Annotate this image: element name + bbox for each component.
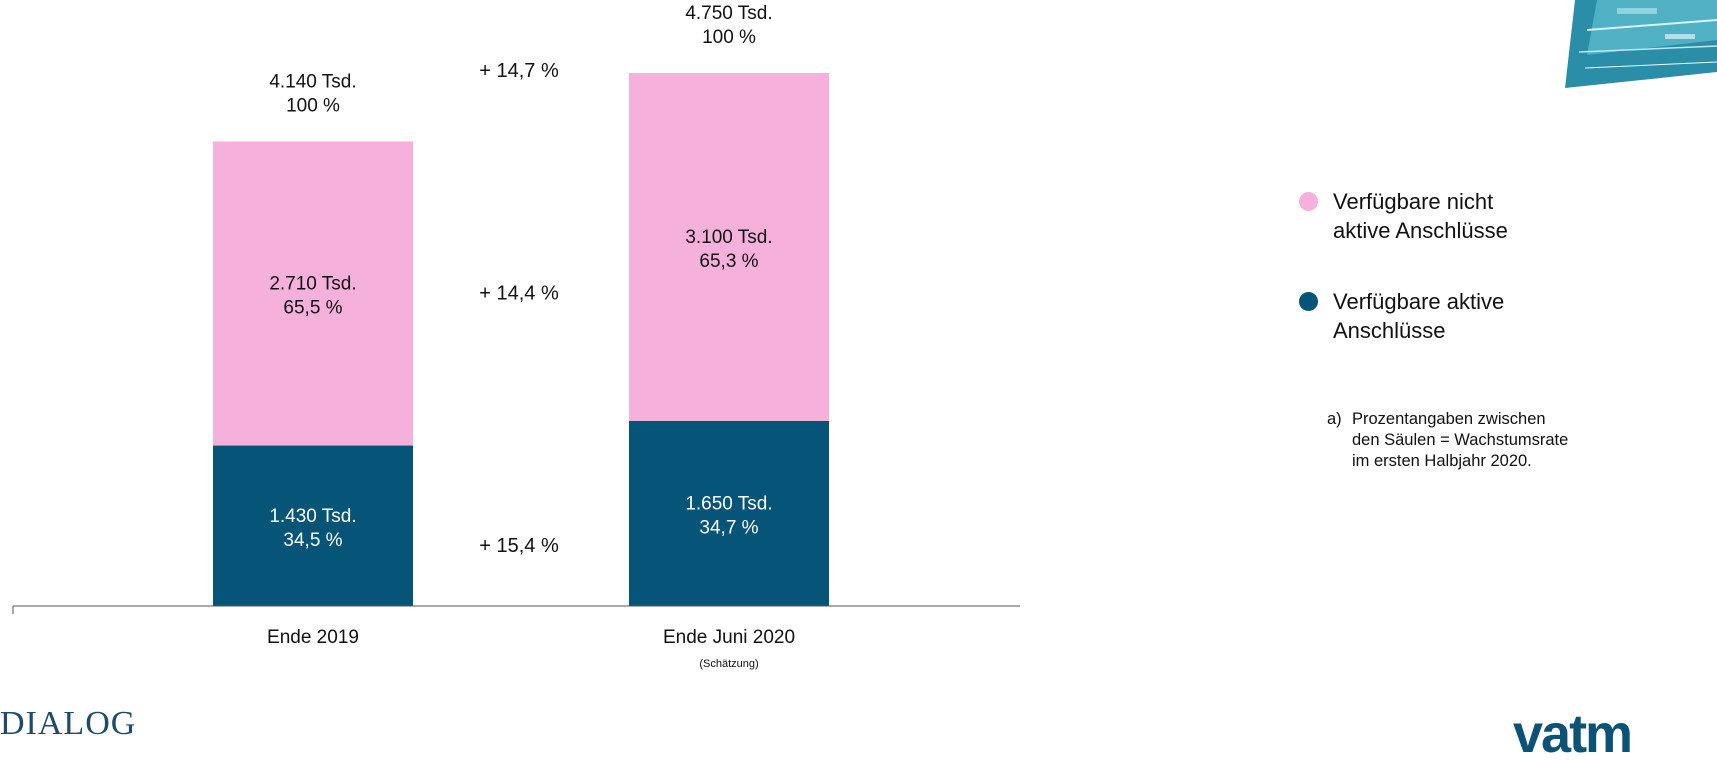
- dialog-logo: DIALOG: [0, 705, 136, 743]
- vatm-logo-text: vatm: [1513, 704, 1633, 764]
- legend-item-aktive: Verfügbare aktive Anschlüsse: [1299, 287, 1504, 345]
- legend-label-aktive: Verfügbare aktive Anschlüsse: [1333, 289, 1505, 343]
- bar-aktive-0: [213, 445, 413, 606]
- data-label-aktive-1: 1.650 Tsd. 34,7 %: [685, 493, 772, 538]
- legend-swatch-pink: [1299, 192, 1318, 211]
- growth-label-total: + 14,7 %: [479, 60, 559, 82]
- decorative-photo-corner: [1557, 0, 1717, 95]
- total-label-0: 4.140 Tsd. 100 %: [269, 71, 356, 116]
- bar-aktive-1: [629, 420, 829, 606]
- x-tick-label-0: Ende 2019: [267, 627, 359, 648]
- x-tick-label-1: Ende Juni 2020: [663, 627, 795, 648]
- legend-item-nicht-aktive: Verfügbare nicht aktive Anschlüsse: [1299, 187, 1508, 245]
- footnote-text: Prozentangaben zwischen den Säulen = Wac…: [1352, 410, 1569, 470]
- footnote: a) Prozentangaben zwischen den Säulen = …: [1327, 409, 1717, 472]
- growth-label-aktive: + 15,4 %: [479, 535, 559, 557]
- legend-label-nicht-aktive: Verfügbare nicht aktive Anschlüsse: [1333, 189, 1508, 243]
- footnote-marker: a): [1327, 410, 1342, 428]
- legend-swatch-blue: [1299, 292, 1318, 311]
- bar-nicht-aktive-1: [629, 73, 829, 421]
- data-label-nicht-aktive-0: 2.710 Tsd. 65,5 %: [269, 273, 356, 318]
- bar-nicht-aktive-0: [213, 141, 413, 446]
- total-label-1: 4.750 Tsd. 100 %: [685, 3, 772, 48]
- data-label-nicht-aktive-1: 3.100 Tsd. 65,3 %: [685, 227, 772, 272]
- x-tick-note-1: (Schätzung): [699, 658, 758, 670]
- data-label-aktive-0: 1.430 Tsd. 34,5 %: [269, 506, 356, 551]
- stacked-bar-chart: 1.430 Tsd. 34,5 % 2.710 Tsd. 65,5 % 4.140 Ts…: [12, 3, 1020, 670]
- vatm-logo: vatm: [1513, 704, 1633, 764]
- dialog-logo-text: DIALOG: [0, 705, 137, 742]
- growth-label-nicht-aktive: + 14,4 %: [479, 282, 559, 304]
